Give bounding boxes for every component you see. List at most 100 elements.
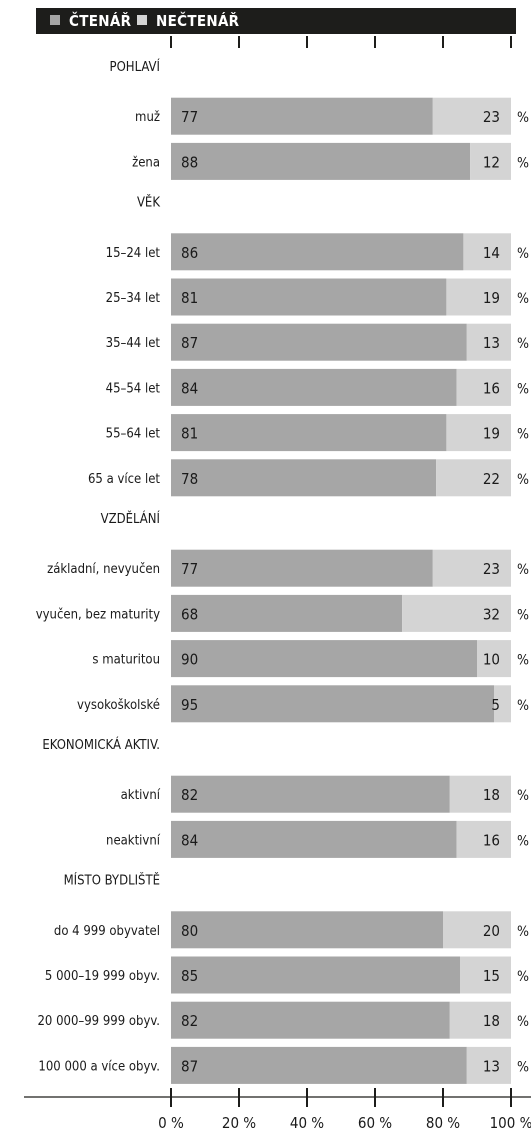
unit-label-2-1: % bbox=[517, 607, 529, 623]
bar-nonreader-1-0 bbox=[463, 233, 511, 271]
value-nonreader-2-3: 5 bbox=[491, 696, 500, 714]
bar-nonreader-1-4 bbox=[446, 414, 511, 452]
bar-nonreader-4-1 bbox=[460, 956, 511, 994]
bar-nonreader-2-2 bbox=[477, 640, 511, 678]
unit-label-3-0: % bbox=[517, 788, 529, 804]
bar-reader-2-0 bbox=[171, 549, 433, 587]
unit-label-1-2: % bbox=[517, 336, 529, 352]
unit-label-2-2: % bbox=[517, 653, 529, 669]
bar-reader-0-1 bbox=[171, 142, 471, 180]
value-nonreader-4-1: 15 bbox=[483, 967, 500, 985]
value-nonreader-2-0: 23 bbox=[483, 560, 500, 578]
group-title-2: VZDĚLÁNÍ bbox=[101, 511, 161, 527]
bar-reader-4-2 bbox=[171, 1001, 450, 1039]
bar-reader-1-0 bbox=[171, 233, 464, 271]
row-label-2-2: s maturitou bbox=[92, 653, 160, 668]
value-nonreader-3-1: 16 bbox=[483, 831, 500, 849]
row-label-1-4: 55–64 let bbox=[106, 427, 161, 442]
unit-label-2-3: % bbox=[517, 698, 529, 714]
value-nonreader-1-0: 14 bbox=[483, 244, 500, 262]
row-label-2-1: vyučen, bez maturity bbox=[36, 607, 160, 622]
group-title-3: EKONOMICKÁ AKTIV. bbox=[42, 737, 160, 753]
value-reader-4-0: 80 bbox=[181, 922, 198, 940]
row-label-3-1: neaktivní bbox=[106, 833, 161, 848]
row-label-2-3: vysokoškolské bbox=[77, 698, 160, 713]
unit-label-0-1: % bbox=[517, 155, 529, 171]
unit-label-3-1: % bbox=[517, 833, 529, 849]
unit-label-4-1: % bbox=[517, 969, 529, 985]
bar-reader-4-1 bbox=[171, 956, 460, 994]
value-nonreader-4-3: 13 bbox=[483, 1057, 500, 1075]
value-nonreader-2-1: 32 bbox=[483, 605, 500, 623]
x-tick-label-1: 20 % bbox=[222, 1114, 256, 1132]
unit-label-4-2: % bbox=[517, 1014, 529, 1030]
bar-nonreader-2-0 bbox=[432, 549, 511, 587]
row-label-1-0: 15–24 let bbox=[106, 246, 161, 261]
bar-nonreader-1-5 bbox=[436, 459, 511, 497]
unit-label-1-5: % bbox=[517, 472, 529, 488]
row-label-1-5: 65 a více let bbox=[88, 472, 160, 487]
bar-nonreader-4-0 bbox=[443, 911, 511, 949]
legend-label-nonreader: NEČTENÁŘ bbox=[156, 12, 240, 30]
row-label-4-0: do 4 999 obyvatel bbox=[54, 924, 160, 939]
value-reader-3-0: 82 bbox=[181, 786, 198, 804]
row-label-1-1: 25–34 let bbox=[106, 291, 161, 306]
bar-reader-1-4 bbox=[171, 414, 447, 452]
unit-label-1-1: % bbox=[517, 291, 529, 307]
unit-label-4-0: % bbox=[517, 924, 529, 940]
row-label-0-1: žena bbox=[132, 155, 160, 170]
value-nonreader-1-1: 19 bbox=[483, 289, 500, 307]
value-reader-1-2: 87 bbox=[181, 334, 198, 352]
bar-reader-1-2 bbox=[171, 323, 467, 361]
value-reader-2-3: 95 bbox=[181, 696, 198, 714]
value-reader-1-3: 84 bbox=[181, 379, 198, 397]
value-nonreader-4-2: 18 bbox=[483, 1012, 500, 1030]
bar-reader-2-1 bbox=[171, 594, 403, 632]
row-label-1-2: 35–44 let bbox=[106, 336, 161, 351]
value-nonreader-1-5: 22 bbox=[483, 470, 500, 488]
unit-label-1-4: % bbox=[517, 427, 529, 443]
value-nonreader-1-3: 16 bbox=[483, 379, 500, 397]
row-label-2-0: základní, nevyučen bbox=[47, 562, 160, 577]
legend-swatch-reader bbox=[50, 15, 60, 25]
legend: ČTENÁŘ NEČTENÁŘ bbox=[36, 8, 516, 34]
value-reader-1-0: 86 bbox=[181, 244, 198, 262]
value-nonreader-0-0: 23 bbox=[483, 108, 500, 126]
unit-label-4-3: % bbox=[517, 1059, 529, 1075]
bar-nonreader-2-3 bbox=[494, 685, 511, 723]
bar-nonreader-3-0 bbox=[449, 775, 511, 813]
value-reader-2-0: 77 bbox=[181, 560, 198, 578]
value-reader-1-5: 78 bbox=[181, 470, 198, 488]
value-nonreader-2-2: 10 bbox=[483, 651, 500, 669]
row-label-1-3: 45–54 let bbox=[106, 381, 161, 396]
bar-reader-2-2 bbox=[171, 640, 477, 678]
value-reader-4-2: 82 bbox=[181, 1012, 198, 1030]
bar-nonreader-1-1 bbox=[446, 278, 511, 316]
bar-nonreader-0-1 bbox=[470, 142, 511, 180]
bar-nonreader-0-0 bbox=[432, 97, 511, 135]
value-nonreader-3-0: 18 bbox=[483, 786, 500, 804]
unit-label-2-0: % bbox=[517, 562, 529, 578]
x-tick-label-2: 40 % bbox=[290, 1114, 324, 1132]
legend-item-nonreader: NEČTENÁŘ bbox=[137, 8, 239, 34]
x-tick-label-0: 0 % bbox=[158, 1114, 184, 1132]
row-label-3-0: aktivní bbox=[121, 788, 161, 803]
group-title-4: MÍSTO BYDLIŠTĚ bbox=[64, 873, 160, 889]
bar-reader-3-0 bbox=[171, 775, 450, 813]
value-reader-4-1: 85 bbox=[181, 967, 198, 985]
group-title-1: VĚK bbox=[137, 195, 160, 211]
bar-reader-1-5 bbox=[171, 459, 437, 497]
bar-reader-1-1 bbox=[171, 278, 447, 316]
value-nonreader-1-4: 19 bbox=[483, 425, 500, 443]
value-reader-3-1: 84 bbox=[181, 831, 198, 849]
bar-reader-2-3 bbox=[171, 685, 494, 723]
value-reader-2-2: 90 bbox=[181, 651, 198, 669]
value-nonreader-1-2: 13 bbox=[483, 334, 500, 352]
unit-label-0-0: % bbox=[517, 110, 529, 126]
bar-nonreader-4-3 bbox=[466, 1046, 511, 1084]
x-tick-label-5: 100 % bbox=[490, 1114, 531, 1132]
legend-label-reader: ČTENÁŘ bbox=[69, 12, 132, 30]
value-reader-4-3: 87 bbox=[181, 1057, 198, 1075]
bar-nonreader-3-1 bbox=[456, 820, 511, 858]
row-label-4-1: 5 000–19 999 obyv. bbox=[45, 969, 160, 984]
